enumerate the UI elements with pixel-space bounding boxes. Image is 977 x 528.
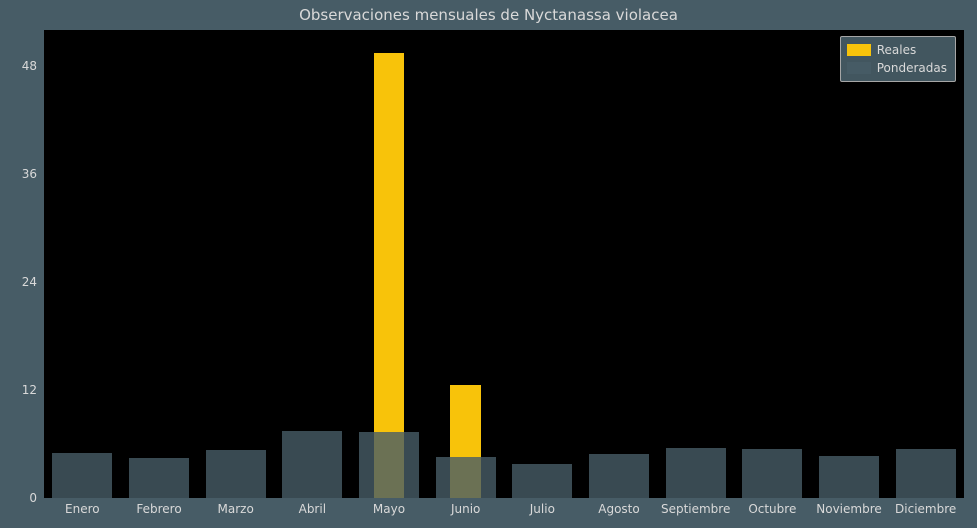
x-tick-label: Julio bbox=[530, 502, 555, 516]
legend-item-ponderadas: Ponderadas bbox=[847, 59, 947, 77]
bar-ponderadas bbox=[512, 464, 572, 498]
x-tick-label: Noviembre bbox=[816, 502, 882, 516]
chart-title: Observaciones mensuales de Nyctanassa vi… bbox=[0, 6, 977, 24]
x-tick-label: Septiembre bbox=[661, 502, 730, 516]
x-tick-label: Junio bbox=[451, 502, 480, 516]
bar-ponderadas bbox=[129, 458, 189, 498]
bar-ponderadas bbox=[52, 453, 112, 498]
bars-layer bbox=[44, 30, 964, 498]
x-tick-label: Febrero bbox=[136, 502, 181, 516]
bar-ponderadas bbox=[666, 448, 726, 498]
bar-ponderadas bbox=[819, 456, 879, 498]
bar-ponderadas bbox=[742, 449, 802, 498]
x-tick-label: Diciembre bbox=[895, 502, 956, 516]
legend-item-reales: Reales bbox=[847, 41, 947, 59]
y-tick-label: 12 bbox=[7, 383, 37, 397]
y-tick-label: 36 bbox=[7, 167, 37, 181]
legend-swatch-icon bbox=[847, 44, 871, 56]
x-tick-label: Mayo bbox=[373, 502, 405, 516]
x-tick-label: Abril bbox=[299, 502, 326, 516]
bar-ponderadas bbox=[282, 431, 342, 498]
y-tick-label: 0 bbox=[7, 491, 37, 505]
legend-label: Reales bbox=[877, 43, 917, 57]
x-tick-label: Octubre bbox=[748, 502, 796, 516]
x-tick-label: Marzo bbox=[218, 502, 254, 516]
chart-axes: Reales Ponderadas bbox=[44, 30, 964, 498]
bar-ponderadas bbox=[896, 449, 956, 498]
bar-ponderadas bbox=[589, 454, 649, 498]
figure: Observaciones mensuales de Nyctanassa vi… bbox=[0, 0, 977, 528]
x-tick-label: Agosto bbox=[598, 502, 639, 516]
bar-ponderadas bbox=[436, 457, 496, 498]
legend-swatch-icon bbox=[847, 62, 871, 74]
legend: Reales Ponderadas bbox=[840, 36, 956, 82]
bar-reales bbox=[374, 53, 405, 499]
bar-ponderadas bbox=[359, 432, 419, 498]
bar-ponderadas bbox=[206, 450, 266, 498]
y-tick-label: 48 bbox=[7, 59, 37, 73]
x-tick-label: Enero bbox=[65, 502, 100, 516]
y-tick-label: 24 bbox=[7, 275, 37, 289]
legend-label: Ponderadas bbox=[877, 61, 947, 75]
